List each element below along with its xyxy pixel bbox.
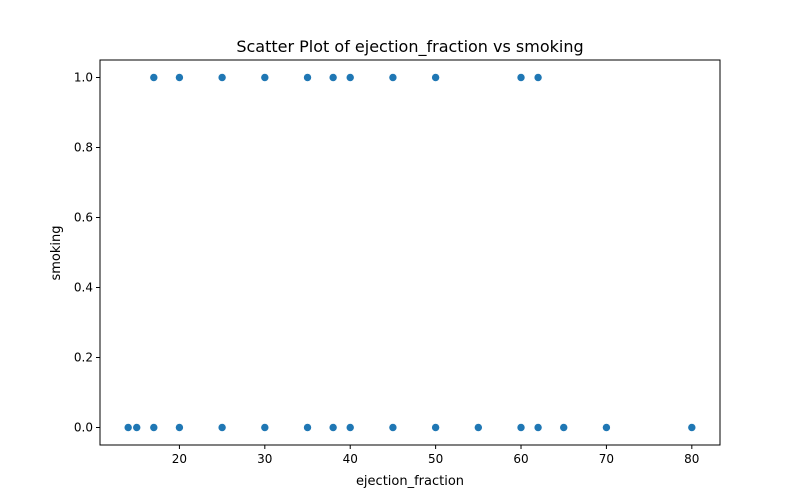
x-tick-label: 40 <box>343 452 358 466</box>
data-point <box>328 423 338 432</box>
y-axis-ticks: 0.0 0.2 0.4 0.6 0.8 1.0 <box>74 71 100 435</box>
x-tick-label: 50 <box>428 452 443 466</box>
y-tick-label: 1.0 <box>74 71 93 85</box>
data-point <box>217 423 227 432</box>
chart-title: Scatter Plot of ejection_fraction vs smo… <box>236 37 583 57</box>
x-tick-label: 80 <box>684 452 699 466</box>
data-point <box>602 423 611 432</box>
x-tick-label: 60 <box>513 452 528 466</box>
x-tick-label: 70 <box>599 452 614 466</box>
data-point <box>149 423 159 432</box>
y-tick-label: 0.6 <box>74 211 93 225</box>
data-point <box>559 423 569 432</box>
y-tick-label: 0.8 <box>74 141 93 155</box>
y-tick-label: 0.0 <box>74 421 93 435</box>
data-point <box>123 423 133 432</box>
x-tick-label: 30 <box>257 452 272 466</box>
data-point <box>431 73 440 82</box>
data-point <box>328 73 338 82</box>
data-point <box>149 73 159 82</box>
data-point <box>474 423 483 432</box>
y-tick-label: 0.4 <box>74 281 93 295</box>
data-point <box>388 73 398 82</box>
data-point <box>260 423 270 432</box>
x-axis-ticks: 20 30 40 50 60 70 80 <box>172 445 699 466</box>
plot-frame <box>99 59 721 446</box>
data-point <box>260 73 270 82</box>
y-tick-label: 0.2 <box>74 351 93 365</box>
data-point <box>388 423 398 432</box>
data-point <box>217 73 227 82</box>
data-point <box>175 423 184 432</box>
data-point <box>533 73 543 82</box>
x-axis-label: ejection_fraction <box>356 474 464 489</box>
data-point <box>687 423 697 432</box>
data-point <box>516 423 526 432</box>
data-points <box>123 73 697 432</box>
data-point <box>303 73 312 82</box>
data-point <box>516 73 526 82</box>
data-point <box>533 423 543 432</box>
data-point <box>132 423 142 432</box>
y-axis-label: smoking <box>49 225 64 280</box>
data-point <box>303 423 312 432</box>
data-point <box>175 73 184 82</box>
x-tick-label: 20 <box>172 452 187 466</box>
data-point <box>345 423 355 432</box>
data-point <box>431 423 440 432</box>
data-point <box>345 73 355 82</box>
